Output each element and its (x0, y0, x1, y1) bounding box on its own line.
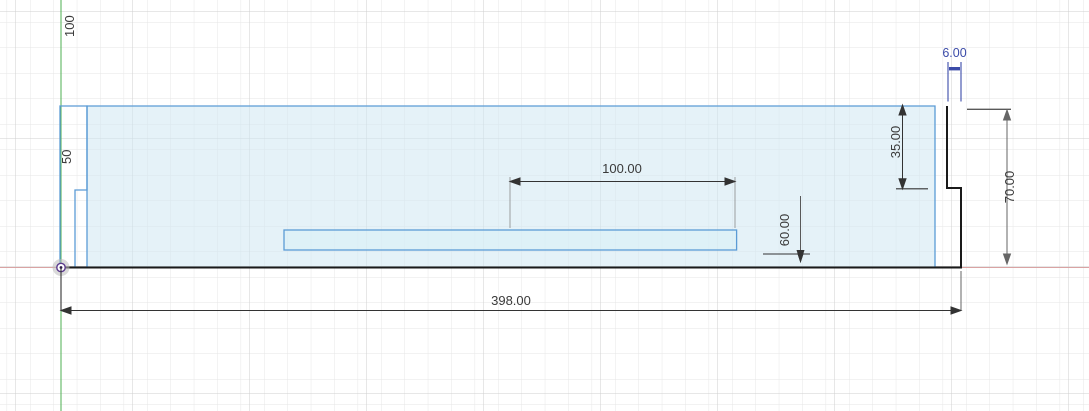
svg-text:60.00: 60.00 (777, 214, 792, 247)
svg-text:50: 50 (59, 150, 74, 164)
svg-text:398.00: 398.00 (491, 293, 531, 308)
svg-text:70.00: 70.00 (1002, 171, 1017, 204)
svg-text:100: 100 (62, 15, 77, 37)
svg-text:35.00: 35.00 (888, 126, 903, 159)
svg-text:6.00: 6.00 (942, 46, 966, 60)
svg-text:100.00: 100.00 (602, 161, 642, 176)
